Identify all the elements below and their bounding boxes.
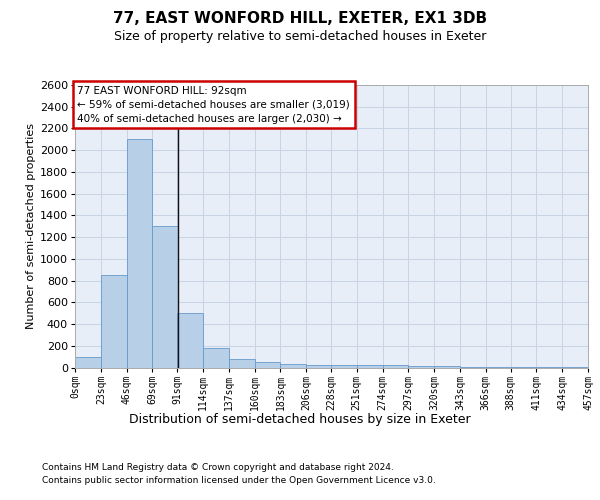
- Text: Contains public sector information licensed under the Open Government Licence v3: Contains public sector information licen…: [42, 476, 436, 485]
- Text: Contains HM Land Registry data © Crown copyright and database right 2024.: Contains HM Land Registry data © Crown c…: [42, 462, 394, 471]
- Bar: [434, 366, 460, 368]
- Bar: [460, 367, 486, 368]
- Bar: [152, 226, 178, 368]
- Bar: [177, 313, 203, 368]
- Bar: [203, 348, 229, 368]
- Bar: [229, 360, 254, 368]
- Bar: [127, 140, 152, 368]
- Bar: [331, 365, 357, 368]
- Bar: [357, 365, 383, 368]
- Bar: [101, 275, 127, 368]
- Bar: [75, 356, 101, 368]
- Bar: [536, 367, 562, 368]
- Bar: [306, 365, 332, 368]
- Y-axis label: Number of semi-detached properties: Number of semi-detached properties: [26, 123, 35, 329]
- Text: 77, EAST WONFORD HILL, EXETER, EX1 3DB: 77, EAST WONFORD HILL, EXETER, EX1 3DB: [113, 11, 487, 26]
- Bar: [562, 367, 588, 368]
- Bar: [409, 366, 434, 368]
- Text: Distribution of semi-detached houses by size in Exeter: Distribution of semi-detached houses by …: [129, 412, 471, 426]
- Bar: [254, 362, 280, 368]
- Bar: [486, 367, 512, 368]
- Text: 77 EAST WONFORD HILL: 92sqm
← 59% of semi-detached houses are smaller (3,019)
40: 77 EAST WONFORD HILL: 92sqm ← 59% of sem…: [77, 86, 350, 124]
- Text: Size of property relative to semi-detached houses in Exeter: Size of property relative to semi-detach…: [114, 30, 486, 43]
- Bar: [383, 366, 409, 368]
- Bar: [280, 364, 306, 368]
- Bar: [511, 367, 536, 368]
